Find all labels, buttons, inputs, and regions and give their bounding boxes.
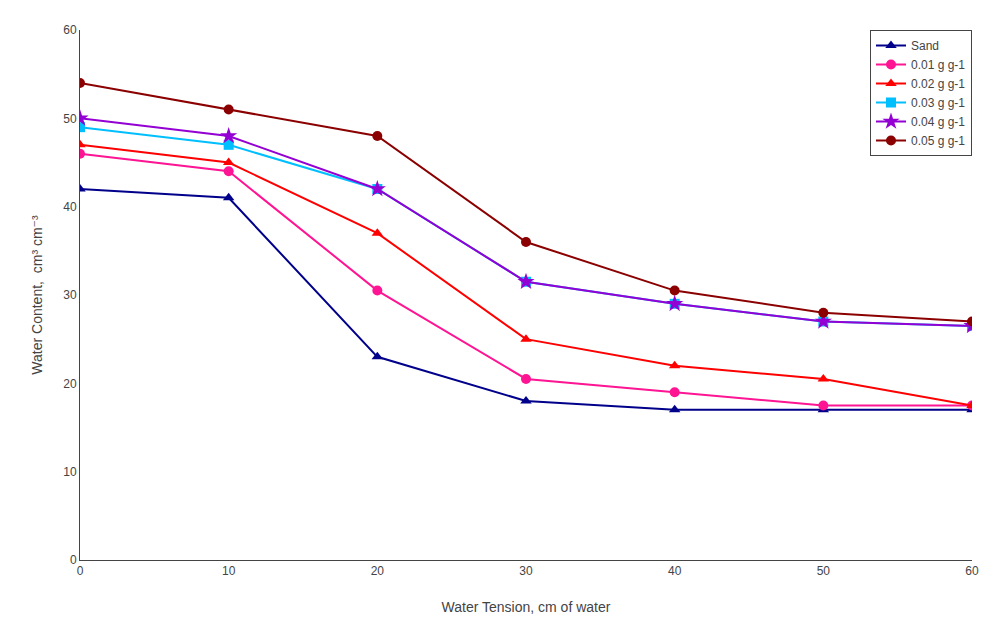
svg-text:40: 40 [668, 564, 682, 578]
svg-text:50: 50 [63, 112, 77, 126]
svg-text:20: 20 [371, 564, 385, 578]
svg-text:50: 50 [817, 564, 831, 578]
svg-text:0.05 g g-1: 0.05 g g-1 [911, 134, 965, 148]
svg-text:0.03 g g-1: 0.03 g g-1 [911, 96, 965, 110]
svg-text:30: 30 [519, 564, 533, 578]
svg-text:Sand: Sand [911, 39, 939, 53]
svg-text:10: 10 [222, 564, 236, 578]
svg-text:0: 0 [77, 564, 84, 578]
svg-text:0.02 g g-1: 0.02 g g-1 [911, 77, 965, 91]
svg-text:40: 40 [63, 200, 77, 214]
svg-text:Water Content, cm³ cm⁻³: Water Content, cm³ cm⁻³ [29, 215, 45, 375]
svg-text:10: 10 [63, 465, 77, 479]
svg-text:60: 60 [63, 23, 77, 37]
svg-text:60: 60 [965, 564, 979, 578]
svg-text:20: 20 [63, 377, 77, 391]
svg-text:30: 30 [63, 288, 77, 302]
svg-text:0.01 g g-1: 0.01 g g-1 [911, 58, 965, 72]
svg-text:0: 0 [70, 553, 77, 567]
svg-text:Water Tension, cm of water: Water Tension, cm of water [442, 599, 611, 615]
svg-text:0.04 g g-1: 0.04 g g-1 [911, 115, 965, 129]
